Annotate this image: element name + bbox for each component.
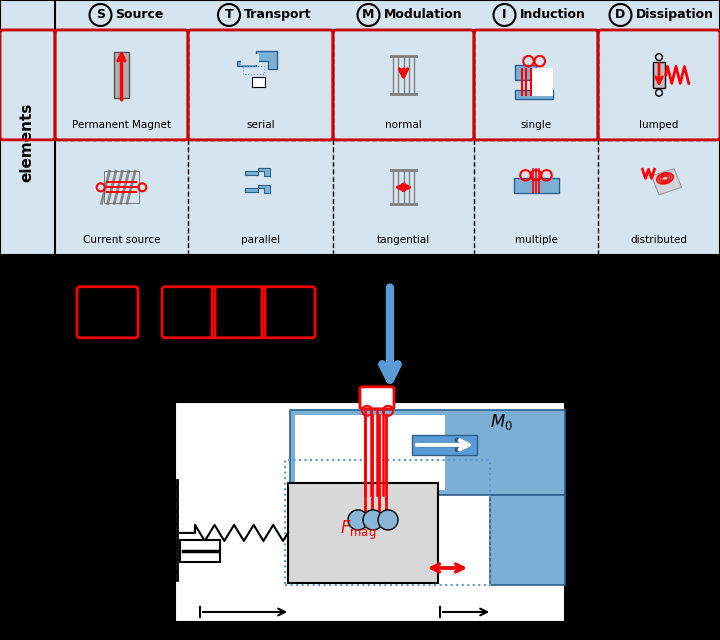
Bar: [513, 179, 559, 193]
Bar: [295, 415, 445, 490]
Text: serial: serial: [246, 120, 275, 130]
Text: Induction: Induction: [520, 8, 585, 22]
Bar: [114, 52, 129, 99]
Text: single: single: [521, 120, 552, 130]
Bar: [104, 172, 139, 204]
FancyBboxPatch shape: [360, 387, 394, 409]
Text: multiple: multiple: [515, 235, 557, 244]
Text: Modulation: Modulation: [384, 8, 462, 22]
Text: I: I: [503, 8, 507, 22]
Circle shape: [363, 510, 383, 530]
Text: normal: normal: [385, 120, 422, 130]
Polygon shape: [652, 168, 682, 195]
Text: lumped: lumped: [639, 120, 679, 130]
Text: Current source: Current source: [83, 235, 161, 244]
Text: tangential: tangential: [377, 235, 430, 244]
Text: S: S: [96, 8, 105, 22]
Bar: [412, 435, 477, 455]
Text: Dissipation: Dissipation: [636, 8, 714, 22]
Text: T: T: [225, 8, 233, 22]
Bar: [288, 483, 438, 583]
Text: parallel: parallel: [241, 235, 280, 244]
Bar: [515, 65, 536, 80]
Text: elements: elements: [19, 102, 35, 182]
Text: $M_0$: $M_0$: [490, 412, 513, 432]
Bar: [490, 495, 565, 585]
Text: distributed: distributed: [631, 235, 688, 244]
Bar: [515, 90, 552, 99]
Bar: [290, 410, 565, 495]
Text: Transport: Transport: [244, 8, 312, 22]
Bar: [252, 77, 265, 87]
Bar: [653, 62, 665, 88]
Polygon shape: [240, 54, 264, 67]
Bar: [180, 540, 220, 562]
Text: $F_{\rm mag}$: $F_{\rm mag}$: [340, 518, 377, 541]
Polygon shape: [237, 51, 277, 69]
Text: Source: Source: [115, 8, 164, 22]
Bar: [532, 68, 553, 97]
Polygon shape: [246, 185, 270, 193]
Text: D: D: [616, 8, 626, 22]
Text: M: M: [362, 8, 374, 22]
Circle shape: [348, 510, 368, 530]
Text: $\delta$: $\delta$: [461, 620, 471, 634]
Text: Permanent Magnet: Permanent Magnet: [72, 120, 171, 130]
Bar: [175, 402, 565, 622]
Polygon shape: [246, 168, 270, 176]
Circle shape: [378, 510, 398, 530]
Text: $x$: $x$: [240, 620, 251, 634]
